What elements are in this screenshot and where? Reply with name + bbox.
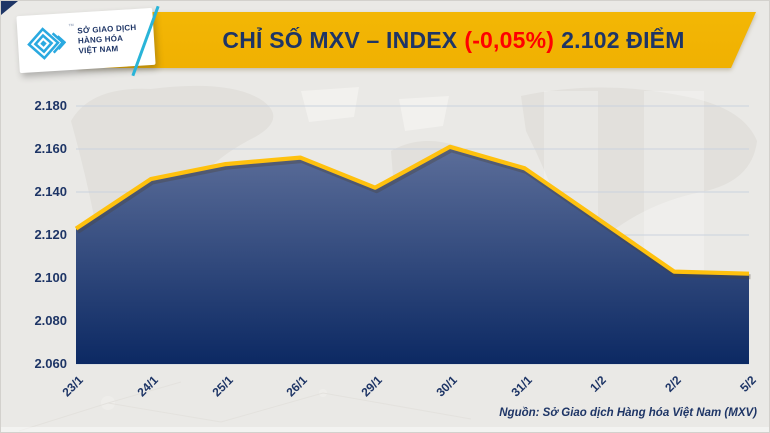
title-points: 2.102 ĐIỂM (561, 26, 685, 53)
source-caption: Nguồn: Sở Giao dịch Hàng hóa Việt Nam (M… (499, 407, 757, 419)
chart-title: CHỈ SỐ MXV – INDEX (-0,05%) 2.102 ĐIỂM (151, 12, 756, 68)
y-axis-tick-label: 2.140 (34, 184, 67, 199)
title-change-badge: (-0,05%) (464, 26, 555, 53)
area-fill (76, 146, 749, 364)
mxv-logo-card: ™ SỞ GIAO DỊCH HÀNG HÓA VIỆT NAM (16, 7, 156, 74)
y-axis-tick-label: 2.060 (34, 356, 67, 371)
title-main: CHỈ SỐ MXV – INDEX (222, 26, 458, 53)
index-line (74, 144, 750, 276)
mxv-logo-icon (27, 26, 67, 60)
y-axis-tick-label: 2.160 (34, 141, 67, 156)
y-axis-tick-label: 2.120 (34, 227, 67, 242)
banner-ribbon (77, 12, 756, 68)
logo-org-name: SỞ GIAO DỊCH HÀNG HÓA VIỆT NAM (77, 22, 138, 56)
y-axis-tick-label: 2.080 (34, 313, 67, 328)
title-banner (1, 1, 769, 81)
trademark-symbol: ™ (67, 23, 75, 31)
y-axis-tick-label: 2.180 (34, 98, 67, 113)
y-axis-tick-label: 2.100 (34, 270, 67, 285)
